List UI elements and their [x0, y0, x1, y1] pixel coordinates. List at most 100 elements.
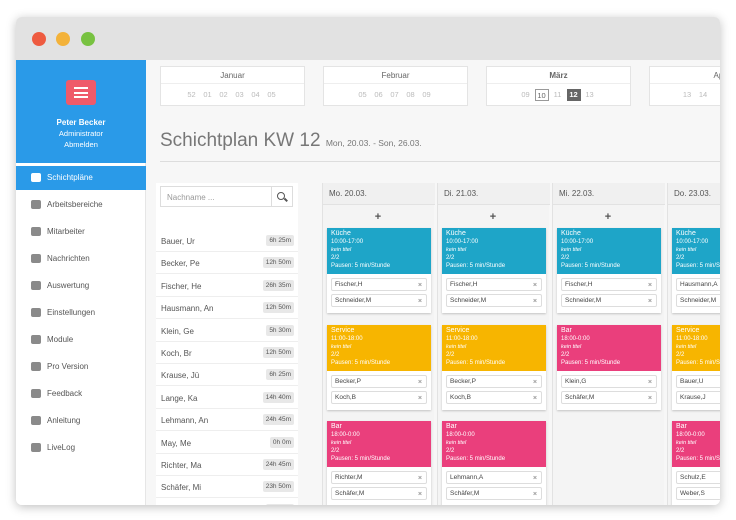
- week-number[interactable]: 07: [390, 90, 399, 99]
- search-button[interactable]: [272, 186, 293, 207]
- menu-label: Auswertung: [47, 281, 90, 290]
- search-input[interactable]: Nachname ...: [160, 186, 272, 207]
- menu-item[interactable]: Nachrichten: [16, 247, 146, 271]
- week-number[interactable]: 11: [553, 90, 562, 99]
- week-number[interactable]: 08: [406, 90, 415, 99]
- shift-card[interactable]: Bar 18:00-0:00 kein titel 2/2 Pausen: 5 min/…: [442, 421, 546, 505]
- employee-row[interactable]: Koch, Br 12h 50m: [156, 342, 298, 364]
- assigned-employee[interactable]: Hausmann,A: [676, 278, 720, 291]
- week-number[interactable]: 12: [566, 89, 581, 101]
- employee-row[interactable]: Krause, Jü 6h 25m: [156, 364, 298, 387]
- add-shift-button[interactable]: +: [374, 211, 382, 223]
- assigned-employee[interactable]: Weber,S: [676, 487, 720, 500]
- shift-card[interactable]: Service 11:00-18:00 kein titel 2/2 Pausen: 5…: [442, 324, 546, 410]
- week-number[interactable]: 52: [187, 90, 196, 99]
- week-number[interactable]: 09: [422, 90, 431, 99]
- week-number[interactable]: 13: [682, 90, 692, 99]
- minimize-dot[interactable]: [56, 32, 70, 46]
- menu-button[interactable]: [66, 80, 96, 105]
- assigned-employee[interactable]: Krause,J: [676, 390, 720, 404]
- add-shift-button[interactable]: +: [604, 211, 612, 223]
- user-name: Peter Becker: [56, 118, 106, 127]
- employee-row[interactable]: Schneider, Ma32h 5m: [156, 499, 298, 505]
- week-number[interactable]: 03: [235, 90, 244, 99]
- menu-label: Pro Version: [47, 362, 89, 371]
- employee-row[interactable]: Fischer, He 26h 35m: [156, 275, 298, 297]
- close-dot[interactable]: [32, 32, 46, 46]
- assigned-employee[interactable]: Fischer,H: [561, 278, 657, 291]
- employee-row[interactable]: Klein, Ge 5h 30m: [156, 320, 298, 342]
- shift-card[interactable]: Küche 10:00-17:00 kein titel 2/2 Pausen: 5 m…: [442, 228, 546, 313]
- assigned-employee[interactable]: Fischer,H: [446, 278, 542, 291]
- assigned-employee[interactable]: Schäfer,M: [446, 487, 542, 500]
- assigned-employee[interactable]: Bauer,U: [676, 374, 720, 388]
- assigned-employee[interactable]: Becker,P: [331, 374, 427, 388]
- assigned-employee[interactable]: Becker,P: [446, 374, 542, 388]
- shift-card[interactable]: Küche 10:00-17:00 kein titel 2/2 Pausen: 5 m…: [672, 228, 720, 313]
- menu-icon: [31, 281, 41, 290]
- assigned-employee[interactable]: Schäfer,M: [561, 390, 657, 404]
- shift-card[interactable]: Küche 10:00-17:00 kein titel 2/2 Pausen: 5 m…: [557, 228, 661, 313]
- assigned-employee[interactable]: Schneider,M: [446, 294, 542, 307]
- month-box[interactable]: Februar 05 06 07 08 09: [323, 66, 468, 106]
- assigned-employee[interactable]: Schneider,M: [676, 294, 720, 307]
- employee-row[interactable]: Bauer, Ur 6h 25m: [156, 230, 298, 252]
- employee-row[interactable]: Lehmann, An 24h 45m: [156, 409, 298, 432]
- assigned-employee[interactable]: Fischer,H: [331, 278, 427, 291]
- shift-card[interactable]: Bar 18:00-0:00 kein titel 2/2 Pausen: 5 min/…: [557, 324, 661, 410]
- menu-item[interactable]: Anleitung: [16, 409, 146, 433]
- menu-item[interactable]: LiveLog: [16, 436, 146, 460]
- menu-item[interactable]: Mitarbeiter: [16, 220, 146, 244]
- add-shift-button[interactable]: +: [489, 211, 497, 223]
- assigned-employee[interactable]: Richter,M: [331, 471, 427, 484]
- assigned-employee[interactable]: Schulz,E: [676, 471, 720, 484]
- page-title: Schichtplan KW 12 Mon, 20.03. - Son, 26.…: [160, 130, 422, 152]
- shift-card[interactable]: Küche 10:00-17:00 kein titel 2/2 Pausen: 5 m…: [327, 228, 431, 313]
- shift-card[interactable]: Service 11:00-18:00 kein titel 2/2 Pausen: 5…: [672, 324, 720, 410]
- shift-time: 18:00-0:00: [561, 335, 590, 342]
- employee-row[interactable]: Schäfer, Mi 23h 50m: [156, 476, 298, 499]
- menu-item[interactable]: Feedback: [16, 382, 146, 406]
- shift-time: 10:00-17:00: [446, 239, 479, 245]
- assigned-employee[interactable]: Lehmann,A: [446, 471, 542, 484]
- week-number[interactable]: 01: [203, 90, 212, 99]
- week-number[interactable]: 02: [219, 90, 228, 99]
- assigned-employee[interactable]: Koch,B: [331, 390, 427, 404]
- shift-note: kein titel: [676, 343, 697, 350]
- divider: [160, 161, 720, 162]
- month-box[interactable]: April 13 14: [649, 66, 720, 106]
- assigned-employee[interactable]: Schneider,M: [561, 294, 657, 307]
- menu-item[interactable]: Auswertung: [16, 274, 146, 298]
- assigned-employee[interactable]: Koch,B: [446, 390, 542, 404]
- logout-link[interactable]: Abmelden: [64, 140, 98, 149]
- menu-item[interactable]: Arbeitsbereiche: [16, 193, 146, 217]
- assigned-employee[interactable]: Schäfer,M: [331, 487, 427, 500]
- shift-card[interactable]: Bar 18:00-0:00 kein titel 2/2 Pausen: 5 min/…: [327, 421, 431, 505]
- employee-row[interactable]: Richter, Ma 24h 45m: [156, 454, 298, 476]
- add-shift-button[interactable]: +: [668, 211, 721, 223]
- employee-row[interactable]: May, Me 0h 0m: [156, 432, 298, 454]
- menu-item[interactable]: Einstellungen: [16, 301, 146, 325]
- week-number[interactable]: 04: [251, 90, 260, 99]
- week-number[interactable]: 13: [585, 90, 594, 99]
- week-number[interactable]: 14: [698, 90, 708, 99]
- shift-card[interactable]: Bar 18:00-0:00 kein titel 2/2 Pausen: 5 min/…: [672, 421, 720, 505]
- menu-item[interactable]: Schichtpläne: [16, 166, 146, 190]
- shift-card[interactable]: Service 11:00-18:00 kein titel 2/2 Pausen: 5…: [327, 324, 431, 410]
- assigned-employee[interactable]: Schneider,M: [331, 294, 427, 307]
- week-number[interactable]: 05: [358, 90, 367, 99]
- shift-count: 2/2: [561, 255, 570, 261]
- employee-row[interactable]: Hausmann, An 12h 50m: [156, 297, 298, 320]
- week-number[interactable]: 10: [534, 89, 549, 101]
- month-box[interactable]: März 09 10 11 12 13: [486, 66, 631, 106]
- week-number[interactable]: 06: [374, 90, 383, 99]
- assigned-employee[interactable]: Klein,G: [561, 374, 657, 388]
- menu-item[interactable]: Pro Version: [16, 355, 146, 379]
- employee-row[interactable]: Becker, Pe 12h 50m: [156, 252, 298, 275]
- month-box[interactable]: Januar 52 01 02 03 04 05: [160, 66, 305, 106]
- maximize-dot[interactable]: [81, 32, 95, 46]
- week-number[interactable]: 05: [267, 90, 276, 99]
- menu-item[interactable]: Module: [16, 328, 146, 352]
- employee-row[interactable]: Lange, Ka 14h 40m: [156, 387, 298, 409]
- week-number[interactable]: 09: [521, 90, 530, 99]
